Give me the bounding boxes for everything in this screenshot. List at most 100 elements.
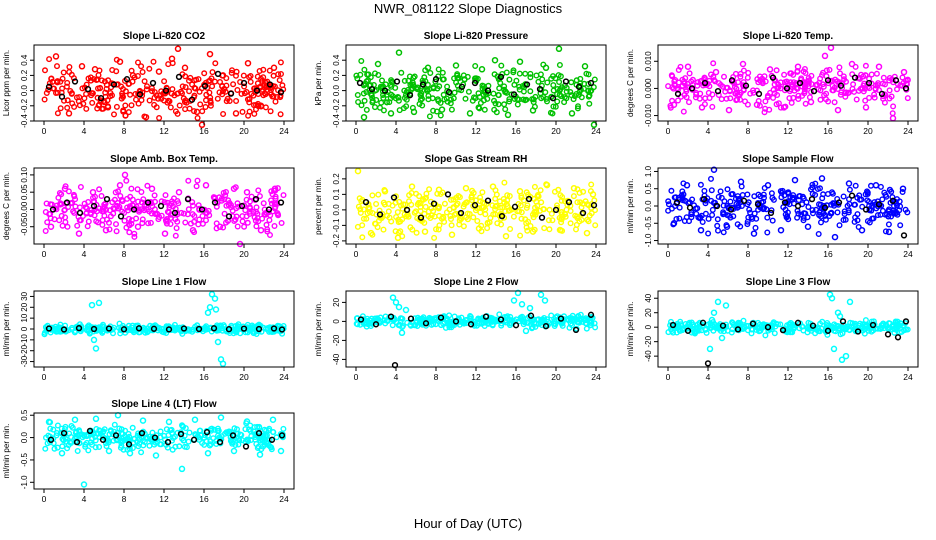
x-tick-label: 8 <box>122 249 127 259</box>
background-point <box>144 182 151 189</box>
highlight-point <box>120 326 128 333</box>
background-point <box>506 322 513 329</box>
background-point <box>770 86 777 93</box>
background-point <box>484 225 491 232</box>
background-point <box>822 216 829 223</box>
background-point <box>46 56 53 63</box>
background-point <box>472 63 479 70</box>
background-point <box>575 103 582 110</box>
x-tick-label: 24 <box>279 372 289 382</box>
highlight-point <box>372 321 380 328</box>
background-point <box>799 323 806 330</box>
background-point <box>788 99 795 106</box>
data-point <box>502 232 510 240</box>
data-point <box>555 45 563 53</box>
highlight-point <box>764 324 772 331</box>
background-point <box>681 78 688 85</box>
background-point <box>448 324 455 331</box>
x-tick-label: 16 <box>199 126 209 136</box>
background-point <box>495 91 502 98</box>
background-point <box>585 71 592 78</box>
background-point <box>239 218 246 225</box>
highlight-point <box>368 85 376 93</box>
background-point <box>864 188 871 195</box>
background-point <box>484 220 491 227</box>
background-point <box>574 105 581 112</box>
background-point <box>760 198 767 205</box>
y-tick-label: 10 <box>20 313 29 322</box>
background-point <box>495 101 502 108</box>
background-point <box>54 444 61 451</box>
background-point <box>777 79 784 86</box>
background-point <box>724 186 731 193</box>
y-tick-label: 0 <box>332 319 341 324</box>
background-point <box>64 223 71 230</box>
background-point <box>139 220 146 227</box>
background-point <box>105 439 112 446</box>
background-point <box>189 199 196 206</box>
background-point <box>354 75 361 82</box>
background-point <box>172 108 179 115</box>
background-point <box>209 69 216 76</box>
highlight-point <box>393 78 401 85</box>
background-point <box>683 88 690 95</box>
highlight-point <box>701 79 709 87</box>
background-point <box>529 324 536 331</box>
highlight-point <box>498 212 506 220</box>
highlight-point <box>253 87 261 94</box>
background-point <box>764 229 771 236</box>
y-tick-label: -1.0 <box>20 475 29 489</box>
background-point <box>444 98 451 105</box>
background-point <box>134 186 141 193</box>
background-point <box>141 78 148 85</box>
background-point <box>83 90 90 97</box>
background-point <box>902 77 909 84</box>
background-point <box>840 324 847 331</box>
background-point <box>584 216 591 223</box>
background-point <box>904 95 911 102</box>
background-point <box>840 216 847 223</box>
x-tick-label: 8 <box>122 126 127 136</box>
data-point <box>568 110 576 117</box>
background-point <box>795 197 802 204</box>
highlight-point <box>497 316 505 323</box>
highlight-point <box>549 95 557 102</box>
background-point <box>574 199 581 206</box>
background-point <box>87 77 94 84</box>
data-point <box>208 291 216 298</box>
background-point <box>88 92 95 99</box>
background-point <box>591 76 598 83</box>
data-point <box>846 298 854 306</box>
background-point <box>746 206 753 213</box>
background-point <box>392 95 399 102</box>
background-point <box>695 79 702 86</box>
highlight-point <box>796 79 804 87</box>
highlight-point <box>808 195 816 203</box>
highlight-point <box>60 326 68 333</box>
data-point <box>387 110 395 117</box>
background-point <box>802 69 809 76</box>
background-point <box>155 216 162 223</box>
background-point <box>714 222 721 229</box>
background-point <box>481 323 488 330</box>
background-point <box>441 200 448 207</box>
background-point <box>727 214 734 221</box>
background-point <box>69 199 76 206</box>
background-point <box>194 177 201 184</box>
data-point <box>104 104 112 111</box>
x-tick-label: 24 <box>591 249 601 259</box>
background-point <box>419 102 426 109</box>
data-point <box>777 226 785 234</box>
highlight-point <box>754 201 762 208</box>
background-point <box>179 83 186 90</box>
background-point <box>693 210 700 217</box>
data-point <box>750 230 758 237</box>
highlight-point <box>240 325 248 332</box>
background-point <box>585 316 592 323</box>
background-point <box>774 91 781 98</box>
highlight-point <box>848 192 856 199</box>
background-point <box>204 432 211 439</box>
background-point <box>263 432 270 439</box>
background-point <box>485 82 492 89</box>
